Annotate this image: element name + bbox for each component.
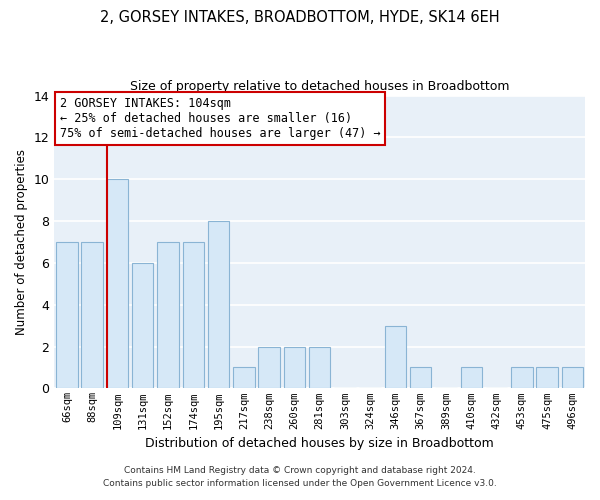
Bar xyxy=(157,242,179,388)
Bar xyxy=(385,326,406,388)
Bar xyxy=(208,221,229,388)
Title: Size of property relative to detached houses in Broadbottom: Size of property relative to detached ho… xyxy=(130,80,509,93)
Text: 2 GORSEY INTAKES: 104sqm
← 25% of detached houses are smaller (16)
75% of semi-d: 2 GORSEY INTAKES: 104sqm ← 25% of detach… xyxy=(59,97,380,140)
Bar xyxy=(259,346,280,389)
Text: 2, GORSEY INTAKES, BROADBOTTOM, HYDE, SK14 6EH: 2, GORSEY INTAKES, BROADBOTTOM, HYDE, SK… xyxy=(100,10,500,25)
Bar xyxy=(536,368,558,388)
Bar xyxy=(309,346,331,389)
Bar xyxy=(284,346,305,389)
Bar xyxy=(107,179,128,388)
Text: Contains HM Land Registry data © Crown copyright and database right 2024.
Contai: Contains HM Land Registry data © Crown c… xyxy=(103,466,497,487)
Bar xyxy=(233,368,254,388)
Bar xyxy=(182,242,204,388)
Y-axis label: Number of detached properties: Number of detached properties xyxy=(15,149,28,335)
Bar xyxy=(56,242,77,388)
Bar xyxy=(562,368,583,388)
Bar xyxy=(511,368,533,388)
Bar xyxy=(132,263,154,388)
X-axis label: Distribution of detached houses by size in Broadbottom: Distribution of detached houses by size … xyxy=(145,437,494,450)
Bar xyxy=(410,368,431,388)
Bar xyxy=(82,242,103,388)
Bar xyxy=(461,368,482,388)
